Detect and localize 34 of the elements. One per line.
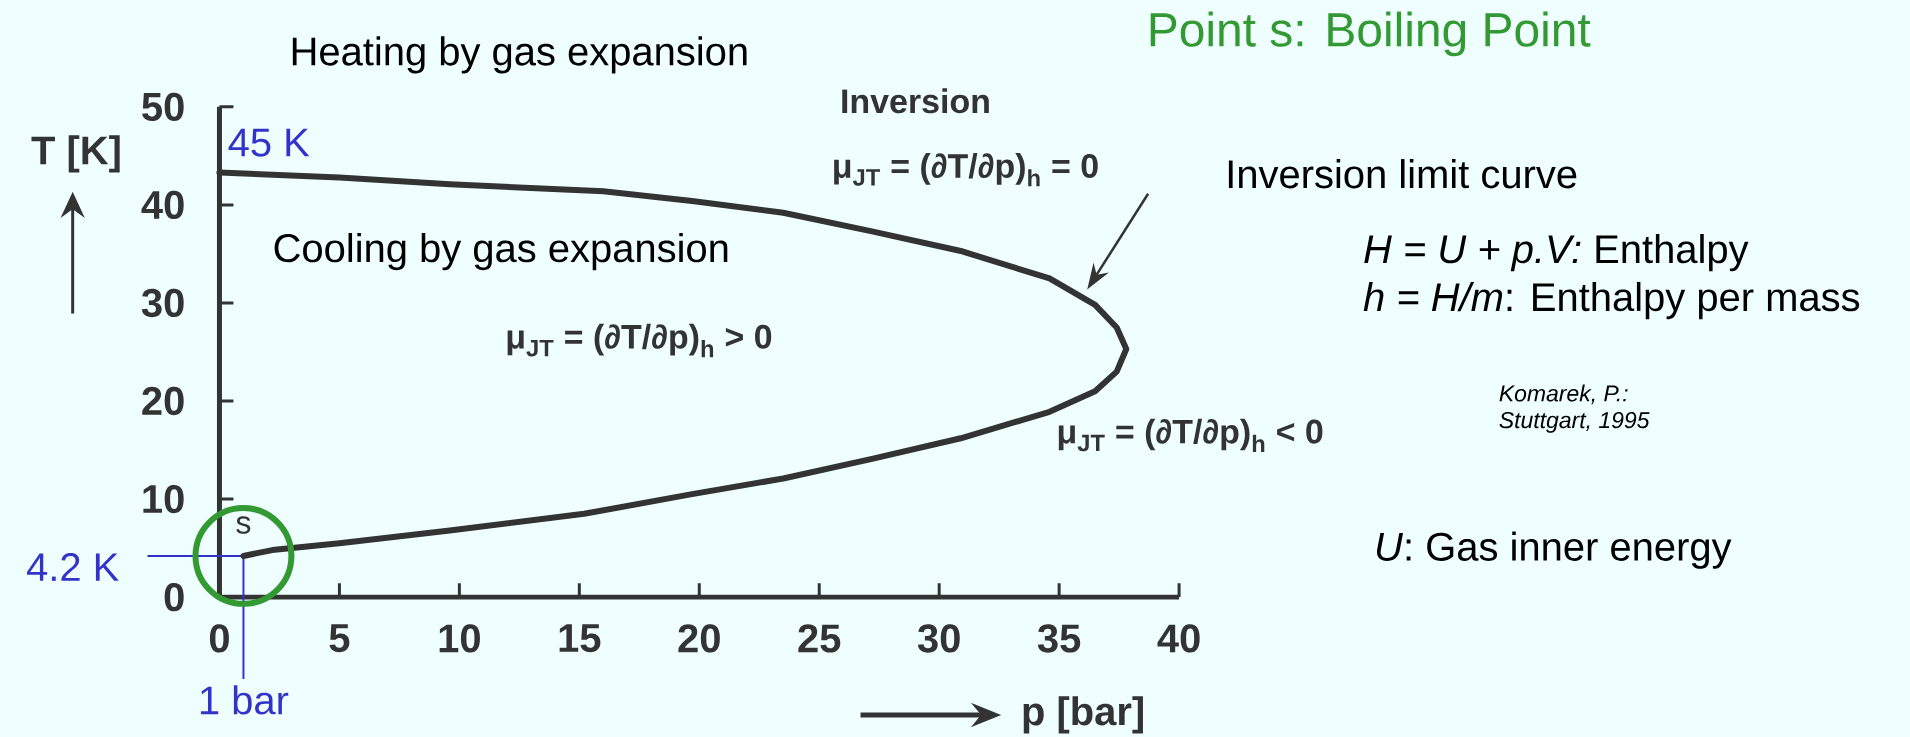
x-tick-label: 35 xyxy=(1037,624,1081,653)
text: H = U + p.V: Enthalpy xyxy=(1364,234,1749,272)
series-label: s xyxy=(236,516,251,534)
annotation: μ$_{JT}$ = (∂T/∂p)$_{h}$ > 0 xyxy=(507,323,772,358)
x-tick-label: 40 xyxy=(1157,624,1200,653)
x-tick-label: 15 xyxy=(559,624,601,653)
x-tick-label: 20 xyxy=(678,624,720,653)
text: U: Gas inner energy xyxy=(1376,531,1732,569)
y-tick-label: 20 xyxy=(142,386,184,416)
text: h = H/m: Enthalpy per mass xyxy=(1363,281,1860,320)
annotation: μ$_{JT}$ = (∂T/∂p)$_{h}$ < 0 xyxy=(1058,418,1323,453)
x-tick-label: 5 xyxy=(329,624,350,653)
x-tick-label: 10 xyxy=(439,624,480,653)
y-axis-title: T [K] xyxy=(31,135,120,173)
annotation: Inversion xyxy=(842,88,989,114)
x-tick-label: 0 xyxy=(209,624,229,653)
text: Heating by gas expansion xyxy=(292,36,747,74)
x-axis-title: p [bar] xyxy=(1023,696,1143,734)
annotation: Cooling by gas expansion xyxy=(274,233,728,271)
y-tick-label: 0 xyxy=(164,583,184,612)
text: Point s: Boiling Point xyxy=(1150,11,1591,57)
y-tick-label: 30 xyxy=(141,288,184,318)
y-tick-label: 50 xyxy=(142,92,184,122)
text: Stuttgart, 1995 xyxy=(1499,412,1650,433)
y-tick-label: 10 xyxy=(143,484,184,514)
ref-line-label: 4.2 K xyxy=(26,553,119,581)
x-tick-label: 30 xyxy=(917,624,960,653)
annotation: 45 K xyxy=(228,128,310,157)
x-tick-label: 25 xyxy=(798,624,841,653)
annotation: μ$_{JT}$ = (∂T/∂p)$_{h}$ = 0 xyxy=(834,153,1098,187)
text: Komarek, P.: xyxy=(1499,384,1628,405)
y-tick-label: 40 xyxy=(141,190,184,220)
ref-line-label: 1 bar xyxy=(200,685,289,715)
text: Inversion limit curve xyxy=(1228,159,1577,189)
